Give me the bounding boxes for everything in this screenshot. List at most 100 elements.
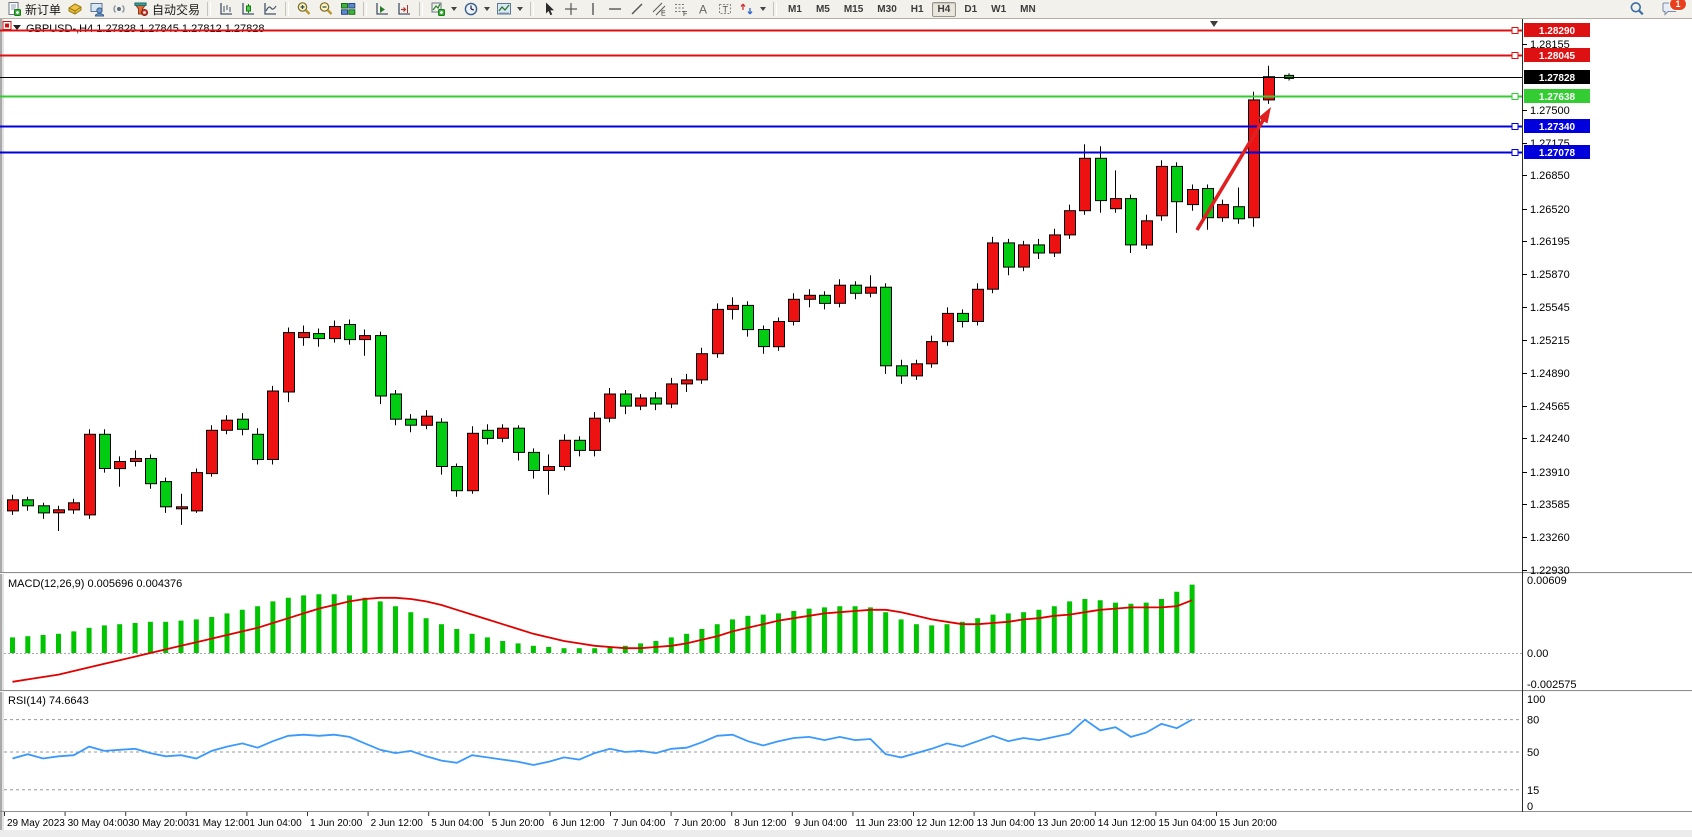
candle-down [819,294,831,304]
candle-up [1049,234,1061,254]
candle-up [696,353,708,381]
text-icon: A [695,1,711,17]
candle-down [160,481,172,508]
time-tick-label: 12 Jun 12:00 [916,818,974,829]
bar-chart-mode-button[interactable] [216,1,236,18]
candle-down [390,393,402,420]
line-handle [1511,52,1519,59]
chart-shift-button[interactable] [394,1,414,18]
timeframe-button-m1[interactable]: M1 [788,3,802,15]
candle-up [712,308,724,355]
candle-down [375,335,387,397]
candle-down [513,427,525,453]
fibonacci-tool-button[interactable]: F [671,1,691,18]
text-tool-button[interactable]: A [693,1,713,18]
trend-arrow-shaft[interactable] [1195,116,1267,231]
candle-down [99,433,111,469]
cursor-tool-button[interactable] [539,1,559,18]
zoom-out-button[interactable] [316,1,336,18]
terminal-icon [111,1,127,17]
candle-up [267,390,279,460]
label-icon: T [717,1,733,17]
line-handle [1511,27,1519,34]
candle-down [758,329,770,348]
chevron-down-icon [451,7,458,11]
price-tick-label: 1.26520 [1530,204,1570,216]
time-tick-label: 13 Jun 20:00 [1037,818,1095,829]
hline-icon [607,1,623,17]
toolbar-separator [530,2,535,16]
timeframe-button-mn[interactable]: MN [1020,3,1036,15]
toolbar-separator [419,2,424,16]
scroll-to-end-icon [374,1,390,17]
arrows-icon [739,1,755,17]
timeframe-button-d1[interactable]: D1 [964,3,978,15]
scroll-to-end-button[interactable] [372,1,392,18]
notifications-button[interactable]: 1 [1659,0,1687,18]
candle-up [1263,76,1275,101]
timeframe-button-w1[interactable]: W1 [991,3,1007,15]
svg-text:E: E [661,11,666,18]
annotations-layer[interactable] [1195,107,1271,231]
timeframe-button-h1[interactable]: H1 [910,3,924,15]
chart-shift-icon [396,1,412,17]
line-chart-icon [262,1,278,17]
price-badge [1524,48,1590,62]
label-tool-button[interactable]: T [715,1,735,18]
candle-up [191,472,203,512]
svg-text:F: F [683,11,687,17]
zoom-in-button[interactable] [294,1,314,18]
search-button[interactable] [1627,1,1647,18]
autotrading-button[interactable]: 自动交易 [131,1,202,18]
crosshair-tool-button[interactable] [561,1,581,18]
candle-down [1095,157,1107,202]
arrows-tool-button[interactable] [737,1,768,18]
timeframe-button-h4[interactable]: H4 [931,1,957,17]
candle-down [38,505,50,514]
candle-up [283,332,295,393]
timeframe-button-m15[interactable]: M15 [843,3,864,15]
timeframe-button-m5[interactable]: M5 [815,3,830,15]
candlestick-mode-button[interactable] [238,1,258,18]
symbol-menu-icon[interactable] [13,25,21,30]
candlestick-icon [240,1,256,17]
periods-button[interactable] [461,1,492,18]
vline-tool-button[interactable] [583,1,603,18]
chart-shift-marker[interactable] [1210,21,1218,27]
price-badge [1524,145,1590,159]
time-tick-label: 1 Jun 04:00 [249,818,302,829]
tile-windows-button[interactable] [338,1,358,18]
candle-down [1171,165,1183,203]
price-badge-label: 1.27340 [1539,122,1576,133]
trendline-tool-button[interactable] [627,1,647,18]
candle-down [344,324,356,341]
vline-icon [585,1,601,17]
time-tick-label: 5 Jun 20:00 [492,818,545,829]
candle-up [911,363,923,377]
timeframe-button-m30[interactable]: M30 [877,3,897,15]
price-badge [1524,119,1590,133]
hlines-layer[interactable] [0,27,1522,156]
rsi-line [12,718,1193,766]
navigator-button[interactable] [87,1,107,18]
channel-tool-button[interactable]: E [649,1,669,18]
templates-button[interactable] [494,1,525,18]
candle-up [1110,198,1122,210]
window-left-edge [0,19,2,831]
market-watch-button[interactable] [65,1,85,18]
indicators-button[interactable] [428,1,459,18]
trend-arrow-head[interactable] [1258,107,1271,124]
line-chart-mode-button[interactable] [260,1,280,18]
search-icon [1629,1,1645,17]
terminal-button[interactable] [109,1,129,18]
macd-label: MACD(12,26,9) 0.005696 0.004376 [8,578,182,590]
rsi-scale-label: 80 [1527,715,1539,727]
tile-windows-icon [340,1,356,17]
toolbar-separator [285,2,290,16]
candle-up [130,458,142,462]
candle-down [436,421,448,468]
time-tick-label: 13 Jun 04:00 [977,818,1035,829]
hline-tool-button[interactable] [605,1,625,18]
new-order-button[interactable]: 新订单 [4,1,63,18]
